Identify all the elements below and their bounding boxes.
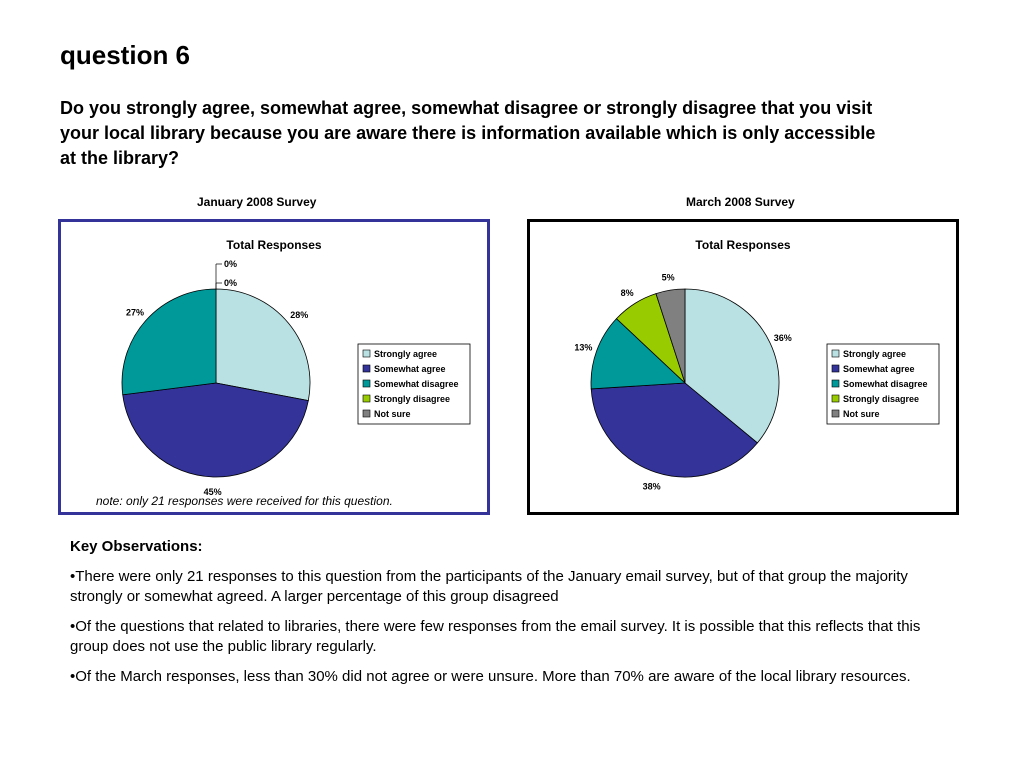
pie-slice-not-sure: [655, 288, 686, 384]
slice-label-somewhat-disagree: 27%: [126, 308, 144, 318]
legend-swatch-somewhat-agree: [831, 364, 840, 373]
key-observations: Key Observations: •There were only 21 re…: [70, 537, 960, 697]
pie-slice-somewhat-disagree: [121, 288, 217, 396]
observations-heading: Key Observations:: [70, 538, 203, 555]
pie-slice-strongly-agree: [684, 288, 780, 444]
pie-slice-somewhat-agree: [122, 382, 309, 478]
pie-slice-somewhat-disagree: [590, 318, 686, 390]
slice-label-not-sure: 5%: [662, 272, 675, 282]
january-survey-label: January 2008 Survey: [197, 195, 317, 209]
legend-label-strongly-disagree: Strongly disagree: [843, 394, 919, 404]
legend-label-somewhat-agree: Somewhat agree: [843, 364, 915, 374]
january-chart-panel: Total Responses 28% 45% 27% 0% 0% Strongly agr…: [58, 219, 490, 515]
legend-swatch-strongly-disagree: [831, 394, 840, 403]
january-pie-chart: Total Responses 28% 45% 27% 0% 0% Strongly agr…: [121, 238, 471, 497]
legend-swatch-somewhat-disagree: [831, 379, 840, 388]
legend-label-not-sure: Not sure: [843, 409, 880, 419]
legend-swatch-not-sure: [831, 409, 840, 418]
pie-slice-somewhat-agree: [590, 382, 758, 478]
slice-label-strongly-disagree: 0%: [224, 259, 237, 269]
note-text: note: only 21 responses were received fo…: [96, 494, 393, 508]
legend-label-somewhat-agree: Somewhat agree: [374, 364, 446, 374]
slice-label-somewhat-disagree: 13%: [574, 342, 592, 352]
chart-legend: [826, 343, 940, 425]
legend-swatch-strongly-agree: [831, 349, 840, 358]
legend-swatch-strongly-disagree: [362, 394, 371, 403]
legend-label-somewhat-disagree: Somewhat disagree: [374, 379, 459, 389]
legend-label-somewhat-disagree: Somewhat disagree: [843, 379, 928, 389]
legend-swatch-somewhat-agree: [362, 364, 371, 373]
legend-label-strongly-disagree: Strongly disagree: [374, 394, 450, 404]
march-chart-panel: Total Responses 36% 38% 13% 8% 5% Strongly agr…: [527, 219, 959, 515]
legend-label-strongly-agree: Strongly agree: [374, 349, 437, 359]
march-survey-label: March 2008 Survey: [686, 195, 795, 209]
slice-label-strongly-disagree: 8%: [621, 288, 634, 298]
observation-item: •Of the questions that related to librar…: [70, 618, 921, 655]
observation-item: •There were only 21 responses to this qu…: [70, 568, 908, 605]
slice-label-strongly-agree: 36%: [774, 333, 792, 343]
pie-slice-strongly-agree: [215, 288, 311, 402]
slice-label-strongly-agree: 28%: [290, 310, 308, 320]
legend-label-not-sure: Not sure: [374, 409, 411, 419]
legend-label-strongly-agree: Strongly agree: [843, 349, 906, 359]
chart-title: Total Responses: [226, 238, 321, 252]
slice-label-somewhat-agree: 45%: [204, 487, 222, 497]
slice-label-somewhat-agree: 38%: [643, 482, 661, 492]
chart-legend: [357, 343, 471, 425]
chart-title: Total Responses: [695, 238, 790, 252]
march-pie-chart: Total Responses 36% 38% 13% 8% 5% Strongly agr…: [574, 238, 940, 492]
legend-swatch-not-sure: [362, 409, 371, 418]
legend-swatch-somewhat-disagree: [362, 379, 371, 388]
legend-swatch-strongly-agree: [362, 349, 371, 358]
page-title: question 6: [60, 40, 191, 70]
observation-item: •Of the March responses, less than 30% d…: [70, 668, 911, 685]
slice-label-not-sure: 0%: [224, 278, 237, 288]
question-text: Do you strongly agree, somewhat agree, s…: [60, 98, 876, 168]
